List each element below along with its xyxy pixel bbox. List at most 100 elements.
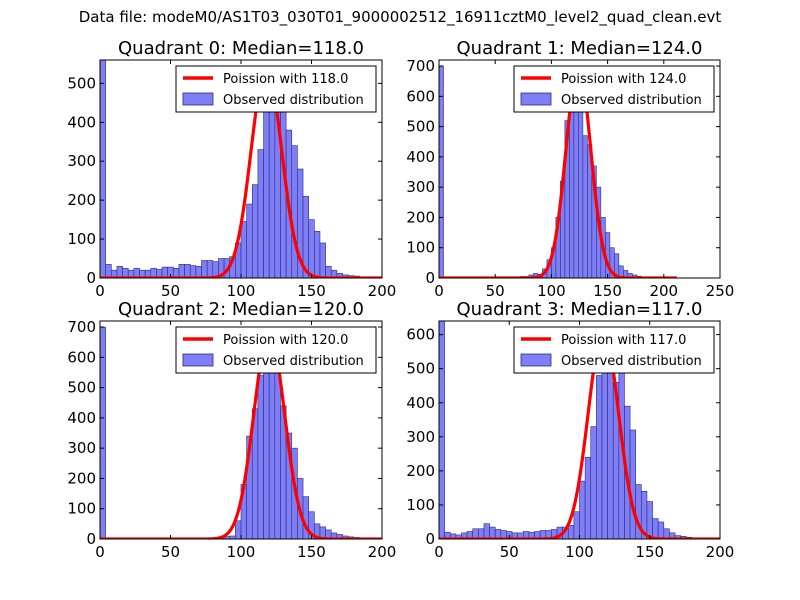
legend-label-poisson: Poission with 120.0 bbox=[223, 333, 348, 348]
y-tick-label: 600 bbox=[406, 87, 435, 105]
histogram-bar bbox=[291, 145, 298, 278]
histogram-bar bbox=[319, 242, 326, 278]
legend-patch-swatch bbox=[182, 353, 214, 367]
subplot-title: Quadrant 0: Median=118.0 bbox=[118, 38, 364, 59]
histogram-bar bbox=[206, 260, 214, 278]
histogram-bar bbox=[483, 523, 490, 539]
x-tick-label: 0 bbox=[434, 282, 444, 300]
histogram-bar bbox=[569, 99, 575, 278]
x-tick-label: 200 bbox=[706, 543, 735, 561]
x-tick-label: 100 bbox=[227, 543, 256, 561]
histogram-bar bbox=[263, 357, 270, 539]
y-tick-label: 0 bbox=[86, 269, 96, 287]
legend-label-poisson: Poission with 118.0 bbox=[223, 72, 348, 87]
histogram-bar bbox=[573, 511, 580, 539]
legend-patch-swatch bbox=[182, 92, 214, 106]
legend: Poission with 124.0 Observed distribution bbox=[513, 65, 715, 113]
histogram-bar bbox=[601, 354, 608, 539]
histogram-bar bbox=[629, 429, 637, 539]
histogram-bar bbox=[325, 266, 332, 278]
y-tick-label: 400 bbox=[67, 113, 96, 131]
legend-label-observed: Observed distribution bbox=[223, 93, 364, 108]
y-tick-label: 200 bbox=[406, 208, 435, 226]
x-tick-label: 200 bbox=[368, 282, 397, 300]
histogram-bar bbox=[439, 321, 445, 539]
poisson-curve bbox=[439, 65, 678, 278]
y-tick-label: 500 bbox=[406, 360, 435, 378]
y-tick-label: 600 bbox=[67, 348, 96, 366]
histogram-bar bbox=[263, 98, 270, 278]
histogram-bar bbox=[489, 526, 496, 539]
histogram-bar bbox=[116, 266, 123, 278]
x-tick-label: 100 bbox=[227, 282, 256, 300]
histogram-bar bbox=[652, 518, 659, 539]
legend-label-poisson: Poission with 117.0 bbox=[561, 333, 686, 348]
quadrant-0-chart: 0 50 100 150 200 0 100 200 300 400 500 Quadrant 0: … bbox=[67, 38, 396, 300]
histogram-bar bbox=[578, 102, 584, 278]
histogram-bar bbox=[105, 264, 112, 278]
subplot-title: Quadrant 3: Median=117.0 bbox=[457, 299, 703, 320]
y-tick-label: 100 bbox=[406, 496, 435, 514]
legend: Poission with 120.0 Observed distribution bbox=[175, 326, 377, 374]
y-tick-label: 100 bbox=[67, 230, 96, 248]
y-tick-label: 500 bbox=[67, 379, 96, 397]
y-tick-label: 200 bbox=[67, 469, 96, 487]
histogram-bar bbox=[257, 375, 264, 539]
histogram-bar bbox=[439, 65, 444, 278]
y-tick-label: 500 bbox=[67, 74, 96, 92]
x-tick-label: 0 bbox=[95, 543, 105, 561]
y-tick-label: 300 bbox=[406, 178, 435, 196]
quadrant-3-chart: 0 50 100 150 200 0 100 200 300 400 500 600 Quadrant … bbox=[406, 299, 734, 561]
histogram-bar bbox=[240, 221, 247, 278]
histogram-bar bbox=[579, 480, 586, 539]
y-tick-label: 100 bbox=[67, 500, 96, 518]
histogram-bar bbox=[184, 264, 191, 278]
histogram-bar bbox=[246, 203, 253, 278]
histogram-bar bbox=[257, 149, 264, 278]
x-tick-label: 50 bbox=[500, 543, 519, 561]
y-tick-label: 700 bbox=[67, 318, 96, 336]
histogram-bar bbox=[596, 375, 603, 539]
x-tick-label: 150 bbox=[635, 543, 664, 561]
y-tick-label: 0 bbox=[425, 530, 435, 548]
quadrant-1-chart: 0 50 100 150 200 250 0 100 200 300 400 500 600 700 Qua… bbox=[406, 38, 734, 300]
histogram-bar bbox=[314, 230, 321, 278]
y-tick-label: 400 bbox=[67, 409, 96, 427]
legend: Poission with 118.0 Observed distribution bbox=[175, 65, 377, 113]
quadrant-2-chart: 0 50 100 150 200 0 100 200 300 400 500 600 700 Quadra… bbox=[67, 299, 396, 561]
x-tick-label: 50 bbox=[161, 282, 180, 300]
histogram-bar bbox=[646, 501, 653, 539]
y-tick-label: 100 bbox=[406, 239, 435, 257]
histogram-bar bbox=[178, 264, 185, 278]
x-tick-label: 0 bbox=[434, 543, 444, 561]
x-tick-label: 200 bbox=[649, 282, 678, 300]
y-tick-label: 400 bbox=[406, 394, 435, 412]
y-tick-label: 700 bbox=[406, 57, 435, 75]
histogram-bar bbox=[251, 184, 259, 278]
histogram-bar bbox=[161, 266, 168, 278]
histogram-bar bbox=[268, 110, 276, 278]
y-tick-label: 300 bbox=[406, 428, 435, 446]
histogram-bar bbox=[590, 426, 597, 539]
legend-box bbox=[175, 326, 377, 374]
histogram-bar bbox=[657, 521, 665, 539]
quadrant-1-plot-area bbox=[439, 65, 678, 278]
figure-suptitle: Data file: modeM0/AS1T03_030T01_90000025… bbox=[78, 8, 722, 26]
histogram-bar bbox=[302, 496, 309, 539]
y-tick-label: 600 bbox=[406, 326, 435, 344]
x-tick-label: 100 bbox=[565, 543, 594, 561]
histogram-bar bbox=[308, 219, 315, 278]
subplot-title: Quadrant 2: Median=120.0 bbox=[118, 299, 364, 320]
legend-label-observed: Observed distribution bbox=[561, 93, 702, 108]
y-tick-label: 500 bbox=[406, 118, 435, 136]
legend-patch-swatch bbox=[520, 353, 552, 367]
legend-patch-swatch bbox=[520, 92, 552, 106]
y-tick-label: 400 bbox=[406, 148, 435, 166]
histogram-bar bbox=[201, 260, 208, 278]
axes-frame bbox=[438, 59, 721, 279]
subplot-title: Quadrant 1: Median=124.0 bbox=[457, 38, 703, 59]
x-tick-label: 0 bbox=[95, 282, 105, 300]
x-tick-label: 50 bbox=[161, 543, 180, 561]
legend-label-observed: Observed distribution bbox=[223, 354, 364, 369]
legend-label-poisson: Poission with 124.0 bbox=[561, 72, 686, 87]
